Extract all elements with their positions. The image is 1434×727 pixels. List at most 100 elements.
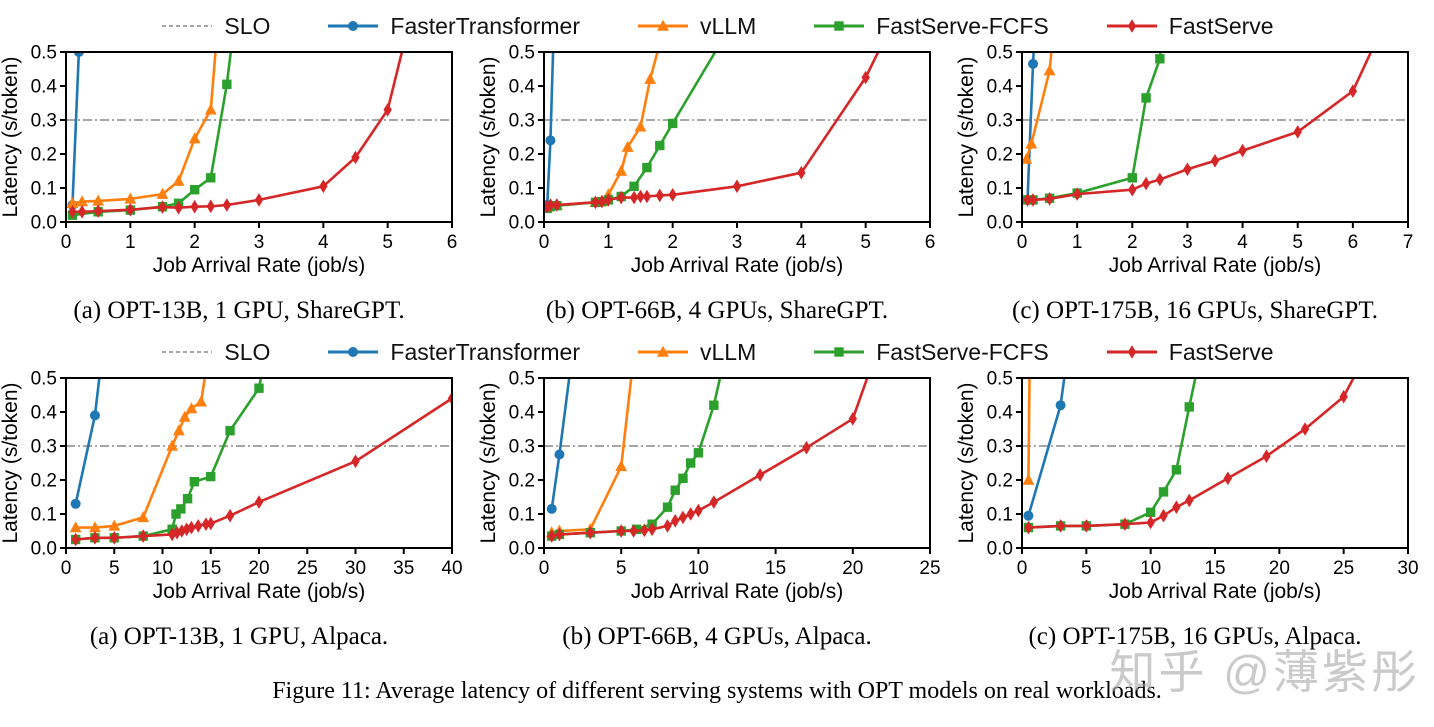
- svg-text:0.5: 0.5: [509, 44, 535, 64]
- legend-item-fastserve: FastServe: [1105, 13, 1274, 40]
- svg-text:Latency (s/token): Latency (s/token): [478, 382, 500, 543]
- legend-item-fastserve-fcfs: FastServe-FCFS: [812, 339, 1049, 366]
- svg-text:0: 0: [61, 558, 72, 579]
- legend-item-fastertransformer: FasterTransformer: [326, 13, 580, 40]
- series-line-fastserve-fcfs: [1027, 52, 1162, 202]
- series-line-fastserve: [546, 52, 880, 208]
- legend-fastserve-marker-icon: [1106, 345, 1157, 359]
- svg-text:0.1: 0.1: [509, 505, 535, 526]
- svg-text:2: 2: [667, 232, 678, 253]
- legend-item-slo: SLO: [160, 339, 270, 366]
- chart-cell-opt175b-alpaca: 0 5 10 15 20 25 30 0.0 0.1 0.2 0.3 0.4 0.5 Job Arriva…: [956, 370, 1434, 652]
- svg-text:5: 5: [382, 232, 393, 253]
- svg-text:0.2: 0.2: [509, 145, 535, 166]
- svg-text:3: 3: [254, 232, 265, 253]
- subcaption-opt13b-sharegpt: (a) OPT-13B, 1 GPU, ShareGPT.: [73, 297, 405, 324]
- svg-text:4: 4: [796, 232, 807, 253]
- chart-opt175b-sharegpt: 0 1 2 3 4 5 6 7 0.0 0.1 0.2 0.3 0.4 0.5 Job Arrival Ra…: [956, 44, 1413, 276]
- svg-text:0: 0: [539, 232, 550, 253]
- series-line-fastertransformer: [545, 52, 555, 206]
- legend-row-top: SLO FasterTransformer vLLM FastServe-FCFS Fa…: [0, 0, 1434, 44]
- svg-text:1: 1: [603, 232, 614, 253]
- svg-text:25: 25: [297, 558, 318, 579]
- series-line-fastserve-fcfs: [72, 52, 233, 217]
- svg-text:0.5: 0.5: [31, 44, 57, 64]
- svg-text:0.1: 0.1: [987, 505, 1013, 526]
- legend-label-slo: SLO: [224, 338, 271, 365]
- svg-text:5: 5: [1081, 558, 1092, 579]
- legend-fastserve-fcfs-marker-icon: [814, 21, 865, 31]
- chart-opt66b-alpaca: 0 5 10 15 20 25 0.0 0.1 0.2 0.3 0.4 0.5 Job Arrival …: [478, 370, 941, 602]
- svg-text:Job Arrival Rate (job/s): Job Arrival Rate (job/s): [1109, 254, 1321, 276]
- subcaption-opt66b-alpaca: (b) OPT-66B, 4 GPUs, Alpaca.: [562, 623, 872, 650]
- chart-opt13b-alpaca: 0 5 10 15 20 25 30 35 40 0.0 0.1 0.2 0.3 0.4 0.5 Job Ar…: [0, 370, 463, 602]
- svg-text:5: 5: [860, 232, 871, 253]
- svg-text:0.0: 0.0: [987, 539, 1013, 560]
- svg-text:30: 30: [345, 558, 366, 579]
- svg-text:Latency (s/token): Latency (s/token): [956, 56, 978, 217]
- svg-text:4: 4: [318, 232, 329, 253]
- legend-vllm-marker-icon: [638, 19, 688, 31]
- legend-label-fastertransformer: FasterTransformer: [390, 338, 580, 365]
- subcaption-opt66b-sharegpt: (b) OPT-66B, 4 GPUs, ShareGPT.: [545, 297, 889, 324]
- series-line-fastertransformer: [71, 52, 81, 206]
- svg-text:15: 15: [200, 558, 221, 579]
- svg-text:0: 0: [61, 232, 72, 253]
- svg-text:10: 10: [152, 558, 173, 579]
- chart-cell-opt13b-alpaca: 0 5 10 15 20 25 30 35 40 0.0 0.1 0.2 0.3 0.4 0.5 Job Ar…: [0, 370, 478, 652]
- svg-text:0.5: 0.5: [509, 370, 535, 390]
- svg-text:0.4: 0.4: [31, 77, 58, 98]
- svg-text:35: 35: [393, 558, 414, 579]
- svg-text:0.3: 0.3: [509, 111, 535, 132]
- svg-text:6: 6: [447, 232, 458, 253]
- series-line-fastserve-fcfs: [1028, 378, 1197, 529]
- svg-text:0.5: 0.5: [31, 370, 57, 390]
- svg-text:10: 10: [688, 558, 709, 579]
- series-line-fastserve: [1028, 378, 1355, 529]
- svg-text:30: 30: [1397, 558, 1418, 579]
- series-line-vllm: [1027, 378, 1031, 481]
- figure-11-panel: SLO FasterTransformer vLLM FastServe-FCFS Fa…: [0, 0, 1434, 705]
- series-line-fastertransformer: [74, 378, 101, 505]
- svg-text:40: 40: [441, 558, 462, 579]
- legend-label-fastertransformer: FasterTransformer: [390, 12, 580, 39]
- svg-text:0.5: 0.5: [987, 44, 1013, 64]
- series-line-fastserve: [1027, 52, 1373, 202]
- svg-text:0.0: 0.0: [509, 539, 535, 560]
- svg-text:0.4: 0.4: [987, 77, 1014, 98]
- legend-slo-marker-icon: [162, 351, 213, 353]
- svg-text:0.1: 0.1: [31, 179, 57, 200]
- svg-text:0.2: 0.2: [987, 471, 1013, 492]
- svg-text:5: 5: [109, 558, 120, 579]
- svg-text:2: 2: [1127, 232, 1138, 253]
- svg-text:0.0: 0.0: [31, 213, 57, 234]
- legend-label-slo: SLO: [224, 12, 271, 39]
- svg-text:0.2: 0.2: [31, 471, 57, 492]
- svg-text:0.1: 0.1: [31, 505, 57, 526]
- svg-text:0.3: 0.3: [987, 111, 1013, 132]
- legend-item-vllm: vLLM: [636, 13, 756, 40]
- svg-text:20: 20: [1269, 558, 1290, 579]
- svg-text:0.5: 0.5: [987, 370, 1013, 390]
- series-line-vllm: [72, 52, 217, 205]
- series-line-fastserve: [72, 52, 404, 214]
- chart-opt13b-sharegpt: 0 1 2 3 4 5 6 0.0 0.1 0.2 0.3 0.4 0.5 Job Arrival Rat…: [0, 44, 458, 276]
- legend-label-fastserve-fcfs: FastServe-FCFS: [876, 12, 1049, 39]
- svg-text:0: 0: [1017, 232, 1028, 253]
- svg-text:25: 25: [1333, 558, 1354, 579]
- svg-text:0: 0: [1017, 558, 1028, 579]
- legend-fastertransformer-marker-icon: [328, 21, 379, 31]
- svg-text:Job Arrival Rate (job/s): Job Arrival Rate (job/s): [1109, 580, 1321, 602]
- svg-text:Job Arrival Rate (job/s): Job Arrival Rate (job/s): [631, 254, 843, 276]
- svg-text:10: 10: [1140, 558, 1161, 579]
- chart-cell-opt175b-sharegpt: 0 1 2 3 4 5 6 7 0.0 0.1 0.2 0.3 0.4 0.5 Job Arrival Ra…: [956, 44, 1434, 326]
- svg-text:0.4: 0.4: [31, 403, 58, 424]
- legend-label-fastserve-fcfs: FastServe-FCFS: [876, 338, 1049, 365]
- svg-text:0.0: 0.0: [509, 213, 535, 234]
- svg-text:0.0: 0.0: [31, 539, 57, 560]
- subcaption-opt175b-alpaca: (c) OPT-175B, 16 GPUs, Alpaca.: [1028, 623, 1362, 650]
- legend-label-fastserve: FastServe: [1168, 12, 1274, 39]
- series-line-vllm: [551, 378, 633, 534]
- svg-text:0.2: 0.2: [987, 145, 1013, 166]
- charts-row-alpaca: 0 5 10 15 20 25 30 35 40 0.0 0.1 0.2 0.3 0.4 0.5 Job Ar…: [0, 370, 1434, 652]
